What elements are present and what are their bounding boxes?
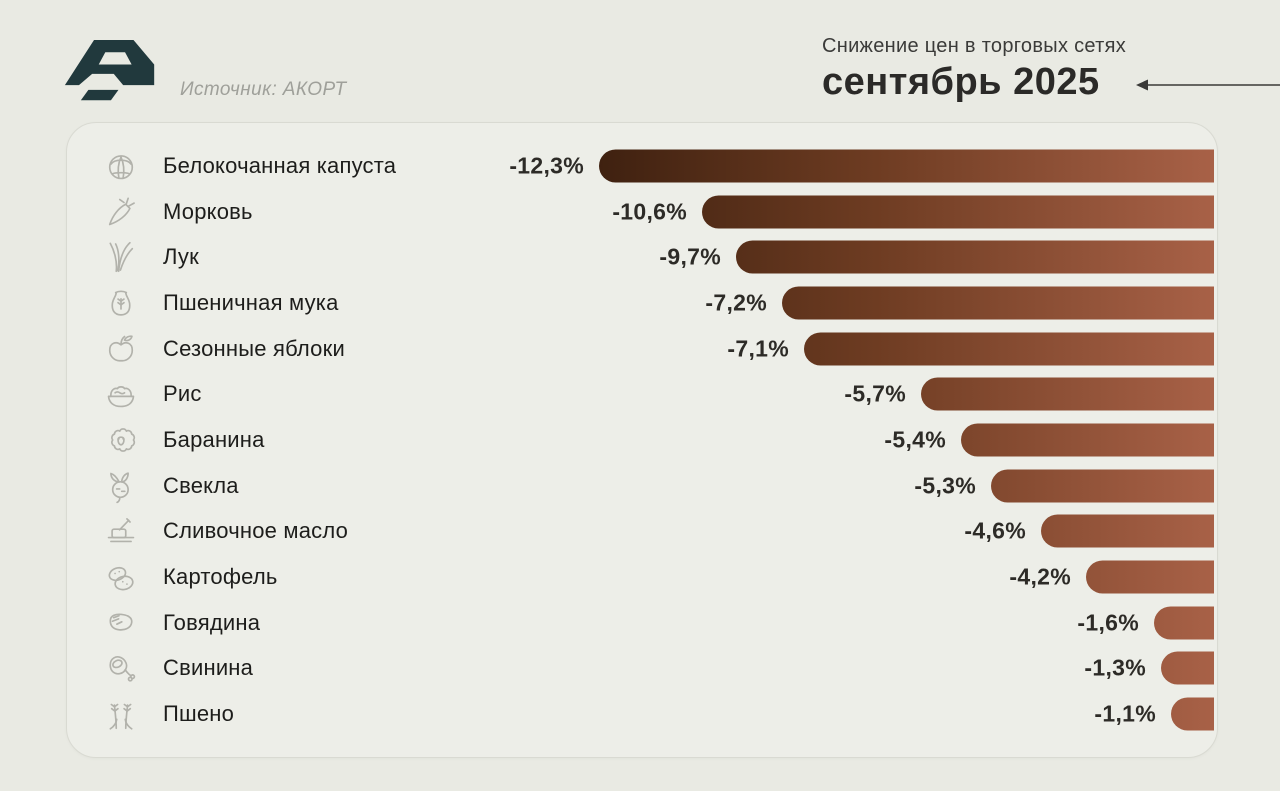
category-label: Рис: [163, 381, 202, 407]
category-label: Пшено: [163, 701, 235, 727]
value-label: -10,6%: [612, 198, 687, 225]
value-label: -1,1%: [1094, 700, 1156, 727]
beef-steak-icon: [101, 603, 141, 643]
chart-row: Картофель -4,2%: [67, 554, 1217, 600]
apple-icon: [101, 329, 141, 369]
rice-bowl-icon: [101, 374, 141, 414]
value-bar: [599, 149, 1214, 183]
beet-icon: [101, 466, 141, 506]
value-bar: [702, 195, 1214, 229]
value-bar: [961, 423, 1214, 457]
value-bar: [921, 377, 1214, 411]
chart-row: Пшено -1,1%: [67, 691, 1217, 737]
value-bar: [1041, 514, 1214, 548]
category-label: Пшеничная мука: [163, 289, 339, 315]
value-label: -1,6%: [1077, 609, 1139, 636]
value-label: -5,3%: [914, 472, 976, 499]
category-label: Морковь: [163, 198, 253, 224]
category-label: Свинина: [163, 655, 254, 681]
chart-row: Сезонные яблоки -7,1%: [67, 326, 1217, 372]
value-label: -7,2%: [705, 289, 767, 316]
value-bar: [736, 240, 1214, 274]
chart-card: Белокочанная капуста -12,3% Морковь -10,…: [66, 122, 1218, 758]
cabbage-icon: [101, 146, 141, 186]
chart-subtitle: Снижение цен в торговых сетях: [822, 35, 1127, 57]
value-label: -12,3%: [509, 152, 584, 179]
category-label: Сезонные яблоки: [163, 335, 345, 361]
value-label: -7,1%: [727, 335, 789, 362]
chart-title: сентябрь 2025: [822, 61, 1100, 103]
category-label: Белокочанная капуста: [163, 152, 397, 178]
value-bar: [1154, 606, 1214, 640]
chart-row: Говядина -1,6%: [67, 600, 1217, 646]
lamb-icon: [101, 420, 141, 460]
chart-row: Баранина -5,4%: [67, 417, 1217, 463]
category-label: Свекла: [163, 472, 239, 498]
chart-row: Белокочанная капуста -12,3%: [67, 143, 1217, 189]
value-bar: [1086, 560, 1214, 594]
brand-logo-icon: [64, 40, 155, 101]
category-label: Говядина: [163, 609, 261, 635]
chart-row: Морковь -10,6%: [67, 189, 1217, 235]
value-label: -1,3%: [1084, 654, 1146, 681]
green-onion-icon: [101, 237, 141, 277]
value-bar: [1171, 697, 1214, 731]
potato-icon: [101, 557, 141, 597]
source-label: Источник: АКОРТ: [180, 79, 347, 100]
value-bar: [991, 469, 1214, 503]
category-label: Сливочное масло: [163, 518, 349, 544]
category-label: Картофель: [163, 564, 278, 590]
value-label: -4,6%: [964, 517, 1026, 544]
chart-row: Рис -5,7%: [67, 371, 1217, 417]
arrow-left-icon: [1136, 79, 1280, 91]
value-label: -9,7%: [659, 243, 721, 270]
bar-chart: Белокочанная капуста -12,3% Морковь -10,…: [67, 143, 1217, 737]
chart-row: Свекла -5,3%: [67, 463, 1217, 509]
millet-icon: [101, 694, 141, 734]
value-bar: [782, 286, 1214, 320]
flour-sack-icon: [101, 283, 141, 323]
carrot-icon: [101, 192, 141, 232]
chart-row: Лук -9,7%: [67, 234, 1217, 280]
value-label: -5,7%: [844, 380, 906, 407]
value-label: -5,4%: [884, 426, 946, 453]
category-label: Лук: [163, 244, 199, 270]
butter-icon: [101, 511, 141, 551]
value-bar: [804, 332, 1214, 366]
chart-row: Пшеничная мука -7,2%: [67, 280, 1217, 326]
chart-row: Сливочное масло -4,6%: [67, 509, 1217, 555]
pork-leg-icon: [101, 648, 141, 688]
value-bar: [1161, 651, 1214, 685]
chart-row: Свинина -1,3%: [67, 646, 1217, 692]
category-label: Баранина: [163, 426, 265, 452]
chart-header: Снижение цен в торговых сетях сентябрь 2…: [822, 35, 1126, 104]
value-label: -4,2%: [1009, 563, 1071, 590]
